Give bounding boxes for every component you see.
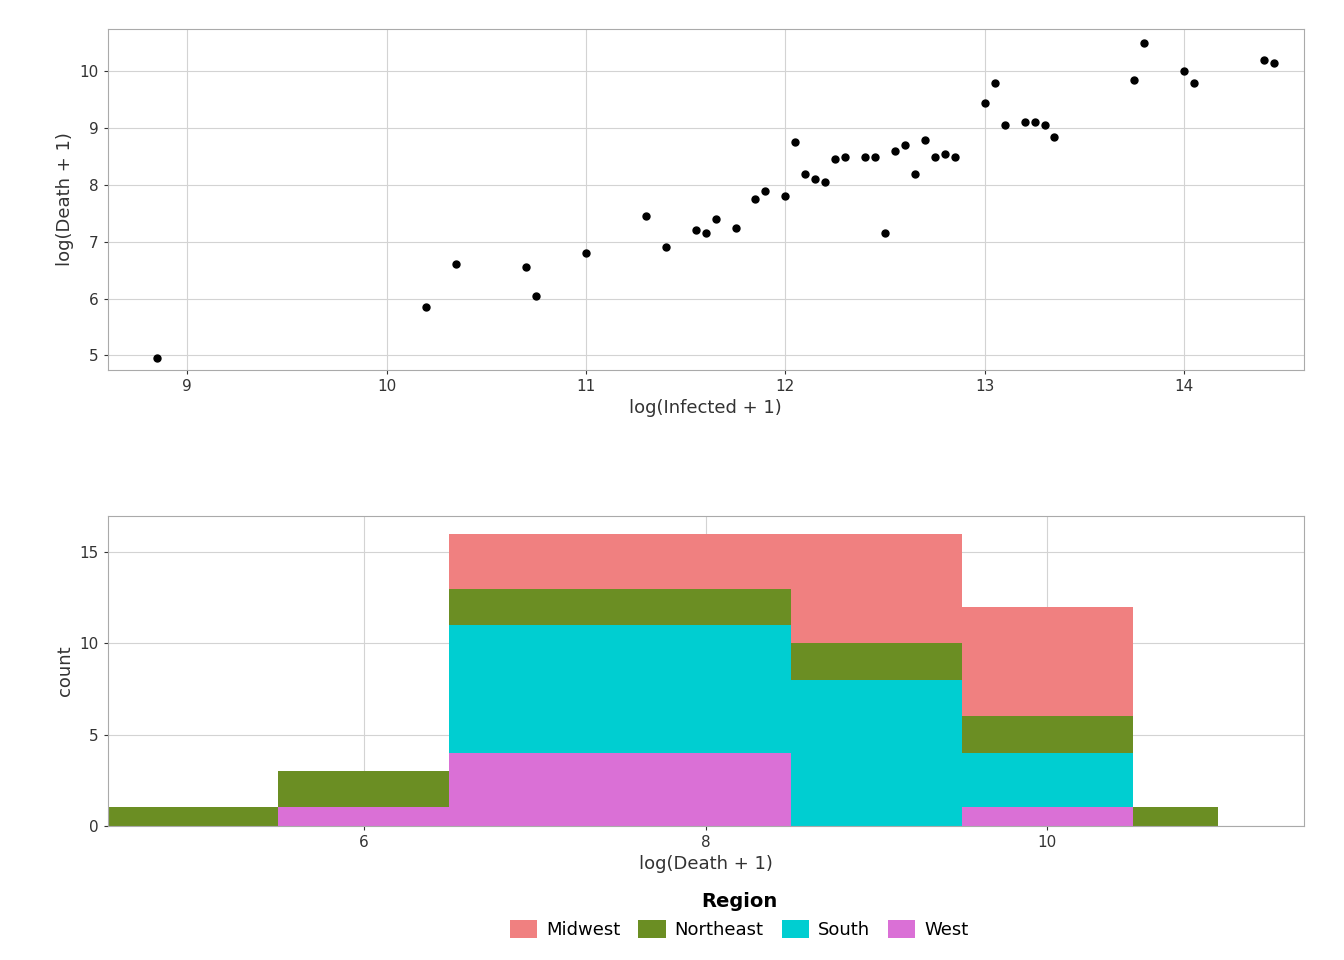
Point <box>905 166 926 181</box>
Point <box>974 95 996 110</box>
Point <box>1263 55 1285 70</box>
Point <box>685 223 707 238</box>
Bar <box>278 807 449 826</box>
Point <box>575 246 597 261</box>
Point <box>724 220 746 235</box>
Point <box>794 166 816 181</box>
Bar <box>792 643 962 680</box>
X-axis label: log(Death + 1): log(Death + 1) <box>638 855 773 874</box>
Bar <box>962 607 1133 716</box>
Point <box>1034 118 1055 133</box>
Point <box>995 118 1016 133</box>
Bar <box>449 588 620 625</box>
Point <box>824 152 845 167</box>
Point <box>1253 53 1274 68</box>
Point <box>1013 115 1035 131</box>
Point <box>1173 63 1195 79</box>
Point <box>835 149 856 164</box>
Point <box>855 149 876 164</box>
Point <box>934 146 956 161</box>
Bar <box>962 716 1133 753</box>
Point <box>695 226 716 241</box>
Point <box>943 149 965 164</box>
Bar <box>108 807 278 826</box>
Point <box>1124 72 1145 87</box>
Point <box>814 175 836 190</box>
Point <box>864 149 886 164</box>
Bar <box>620 753 792 826</box>
Point <box>516 259 538 275</box>
Point <box>914 132 935 147</box>
Point <box>704 211 726 227</box>
Bar <box>620 534 792 588</box>
Bar <box>449 534 620 588</box>
Point <box>526 288 547 303</box>
Point <box>1044 129 1066 144</box>
Bar <box>449 753 620 826</box>
Point <box>1024 115 1046 131</box>
Bar <box>620 588 792 625</box>
Bar <box>792 680 962 826</box>
Point <box>984 75 1005 90</box>
Legend: Midwest, Northeast, South, West: Midwest, Northeast, South, West <box>503 884 976 947</box>
Point <box>875 226 896 241</box>
Point <box>774 188 796 204</box>
Point <box>755 183 777 199</box>
Point <box>636 208 657 224</box>
Bar <box>620 625 792 753</box>
Point <box>415 300 437 315</box>
Point <box>884 143 906 158</box>
Bar <box>278 771 449 807</box>
X-axis label: log(Infected + 1): log(Infected + 1) <box>629 399 782 417</box>
Bar <box>962 753 1133 807</box>
Point <box>1183 75 1204 90</box>
Point <box>925 149 946 164</box>
Point <box>446 256 468 272</box>
Point <box>805 172 827 187</box>
Point <box>894 137 915 153</box>
Y-axis label: log(Death + 1): log(Death + 1) <box>55 132 74 266</box>
Y-axis label: count: count <box>55 645 74 696</box>
Point <box>745 191 766 206</box>
Point <box>655 240 676 255</box>
Bar <box>962 807 1133 826</box>
Bar <box>792 534 962 643</box>
Point <box>785 134 806 150</box>
Bar <box>449 625 620 753</box>
Bar <box>1133 807 1218 826</box>
Point <box>146 350 168 366</box>
Point <box>1133 36 1154 51</box>
